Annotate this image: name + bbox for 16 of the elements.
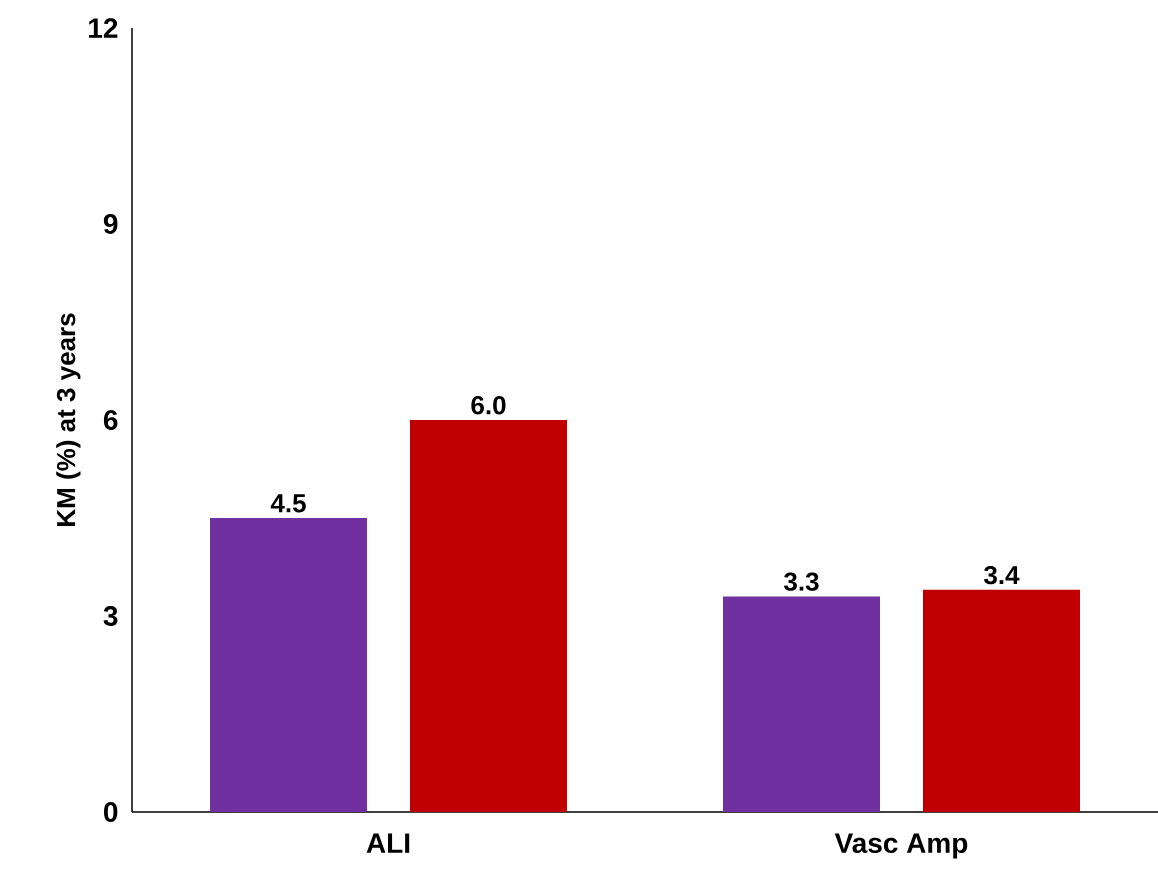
- x-tick-label: Vasc Amp: [834, 833, 968, 859]
- bar: [922, 589, 1080, 812]
- bar: [410, 420, 567, 812]
- data-label: 3.4: [984, 565, 1020, 585]
- y-axis-title: KM (%) at 3 years: [56, 313, 81, 526]
- bar: [210, 518, 367, 812]
- data-label: 4.5: [270, 494, 306, 513]
- y-tick-label: 3: [103, 606, 118, 626]
- y-tick-label: 12: [89, 18, 118, 38]
- data-label: 6.0: [471, 396, 506, 415]
- x-tick-label: ALI: [366, 833, 410, 853]
- y-tick-label: 6: [103, 410, 118, 430]
- data-label: 3.3: [784, 572, 819, 591]
- y-tick-label: 9: [103, 214, 118, 234]
- y-tick-label: 0: [104, 802, 118, 822]
- bar: [722, 596, 880, 812]
